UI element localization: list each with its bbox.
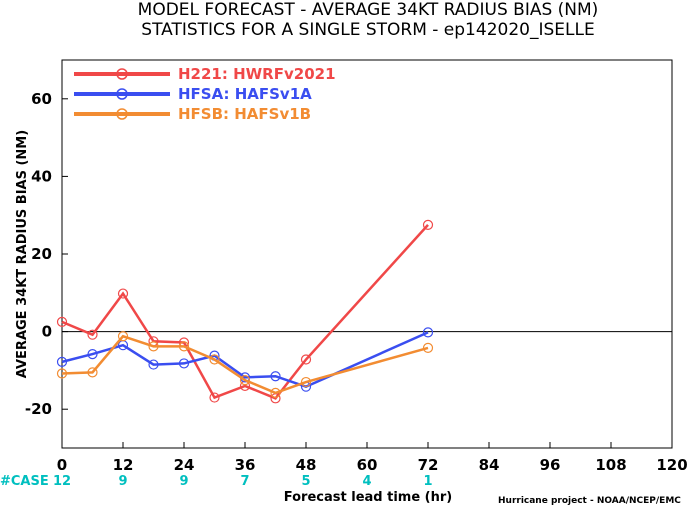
- y-tick-label: 40: [31, 167, 52, 185]
- series-line: [61, 334, 429, 395]
- legend-label: H221: HWRFv2021: [178, 65, 336, 83]
- x-tick-label: 48: [296, 456, 317, 474]
- data-point: [270, 371, 281, 382]
- x-tick-label: 24: [174, 456, 195, 474]
- x-axis: 0 12 24 36 48 60 72 84 96 108 120: [57, 442, 688, 474]
- series-line: [61, 331, 429, 389]
- data-point: [209, 392, 220, 403]
- chart-title-line-2: STATISTICS FOR A SINGLE STORM - ep142020…: [141, 20, 594, 40]
- case-count: 9: [179, 474, 188, 489]
- x-tick-label: 36: [235, 456, 256, 474]
- data-point: [178, 358, 190, 369]
- case-count: 1: [423, 474, 432, 489]
- data-point: [148, 359, 159, 370]
- data-point: [87, 349, 98, 360]
- x-tick-label: 12: [113, 456, 134, 474]
- legend-label: HFSB: HAFSv1B: [178, 105, 311, 123]
- series-1: [56, 327, 434, 392]
- x-tick-label: 72: [418, 456, 439, 474]
- credit-text: Hurricane project - NOAA/NCEP/EMC: [498, 496, 681, 506]
- data-point: [56, 356, 68, 367]
- data-point: [422, 327, 434, 338]
- data-point: [239, 375, 251, 386]
- series-line: [61, 224, 429, 400]
- data-point: [148, 341, 159, 352]
- y-axis: -20 0 20 40 60: [25, 90, 68, 418]
- legend-marker: [116, 68, 128, 80]
- x-tick-label: 96: [540, 456, 561, 474]
- legend: H221: HWRFv2021 HFSA: HAFSv1A HFSB: HAFSv1…: [74, 65, 336, 123]
- y-tick-label: 20: [31, 245, 52, 263]
- case-counts: 12 9 9 7 5 4 1: [53, 474, 433, 489]
- series-layer: [56, 219, 434, 404]
- data-point: [87, 329, 98, 340]
- legend-marker: [116, 88, 128, 100]
- data-point: [56, 368, 68, 379]
- data-point: [209, 354, 220, 365]
- data-point: [117, 331, 129, 342]
- x-tick-label: 108: [595, 456, 626, 474]
- plot-frame: [61, 59, 673, 449]
- case-prefix-label: #CASE: [0, 474, 49, 489]
- x-tick-label: 0: [57, 456, 67, 474]
- data-point: [270, 387, 281, 399]
- x-axis-label: Forecast lead time (hr): [284, 490, 452, 505]
- data-point: [56, 316, 68, 327]
- y-axis-label: AVERAGE 34KT RADIUS BIAS (NM): [15, 130, 30, 378]
- data-point: [422, 219, 434, 230]
- data-point: [422, 342, 434, 353]
- chart-title-line-1: MODEL FORECAST - AVERAGE 34KT RADIUS BIA…: [138, 0, 599, 20]
- x-tick-label: 120: [656, 456, 687, 474]
- y-tick-label: 60: [31, 90, 52, 108]
- case-count: 5: [301, 474, 310, 489]
- legend-marker: [116, 108, 128, 120]
- y-tick-label: -20: [25, 400, 52, 418]
- y-tick-label: 0: [42, 323, 52, 341]
- legend-label: HFSA: HAFSv1A: [178, 85, 312, 103]
- x-tick-label: 84: [479, 456, 500, 474]
- data-point: [117, 288, 129, 299]
- data-point: [178, 341, 190, 352]
- x-tick-label: 60: [357, 456, 378, 474]
- data-point: [300, 376, 312, 388]
- case-count: 12: [53, 474, 71, 489]
- data-point: [87, 367, 98, 378]
- case-count: 4: [362, 474, 371, 489]
- case-count: 9: [118, 474, 127, 489]
- case-count: 7: [240, 474, 249, 489]
- data-point: [300, 354, 312, 365]
- series-2: [56, 331, 434, 399]
